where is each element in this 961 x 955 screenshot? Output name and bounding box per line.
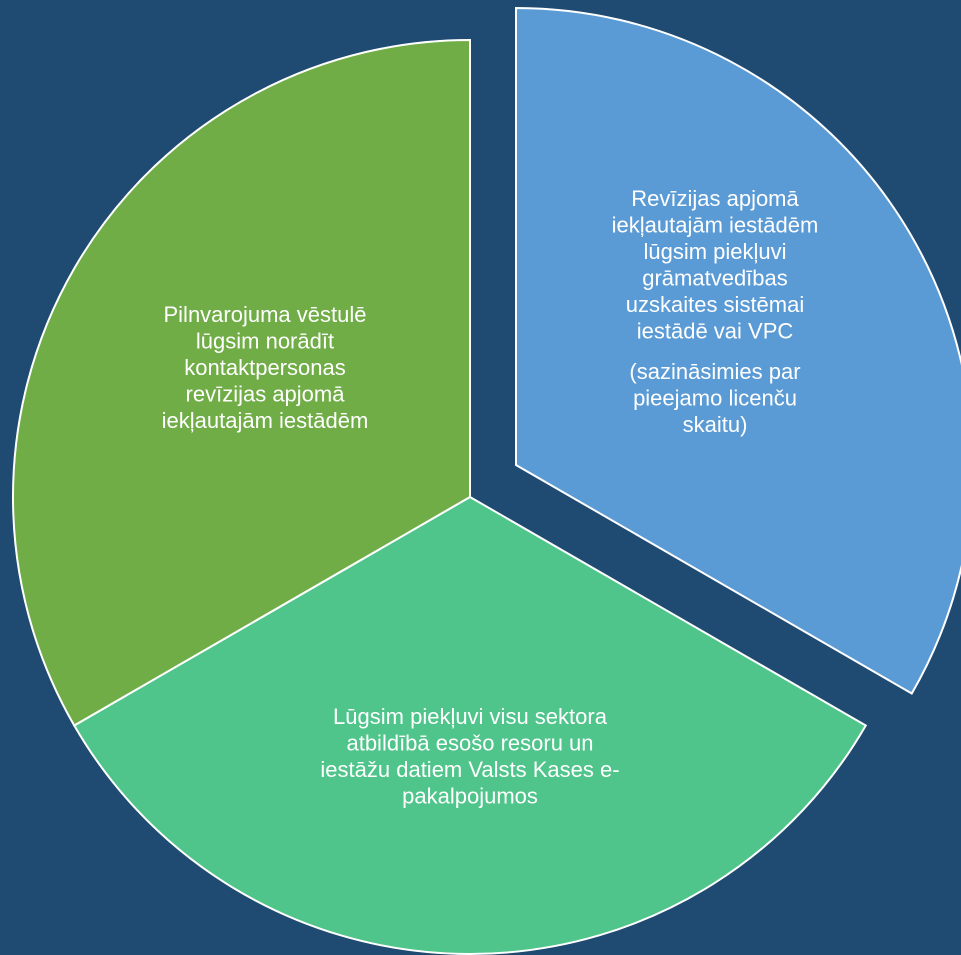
- segment-text: uzskaites sistēmai: [626, 292, 805, 317]
- segment-text: lūgsim piekļuvi: [643, 239, 786, 264]
- segment-text: atbildībā esošo resoru un: [346, 730, 593, 755]
- segment-text: Revīzijas apjomā: [631, 186, 799, 211]
- segment-text: Pilnvarojuma vēstulē: [164, 302, 367, 327]
- segment: [515, 6, 961, 695]
- segment-text: grāmatvedības: [642, 265, 788, 290]
- segment-text: revīzijas apjomā: [186, 381, 346, 406]
- segment-text: iekļautajām iestādēm: [162, 408, 369, 433]
- segment-text: Lūgsim piekļuvi visu sektora: [333, 704, 608, 729]
- segment-text: pakalpojumos: [402, 783, 538, 808]
- segment-text: (sazināsimies par: [629, 359, 800, 384]
- segment-text: skaitu): [683, 412, 748, 437]
- segment: [12, 38, 471, 727]
- segment-text: kontaktpersonas: [184, 355, 345, 380]
- segment-text: pieejamo licenču: [633, 385, 797, 410]
- segment-text: lūgsim norādīt: [196, 328, 334, 353]
- segment-text: iestāžu datiem Valsts Kases e-: [320, 757, 619, 782]
- segment-text: iekļautajām iestādēm: [612, 212, 819, 237]
- segment-text: iestādē vai VPC: [637, 318, 794, 343]
- segments: [12, 6, 961, 955]
